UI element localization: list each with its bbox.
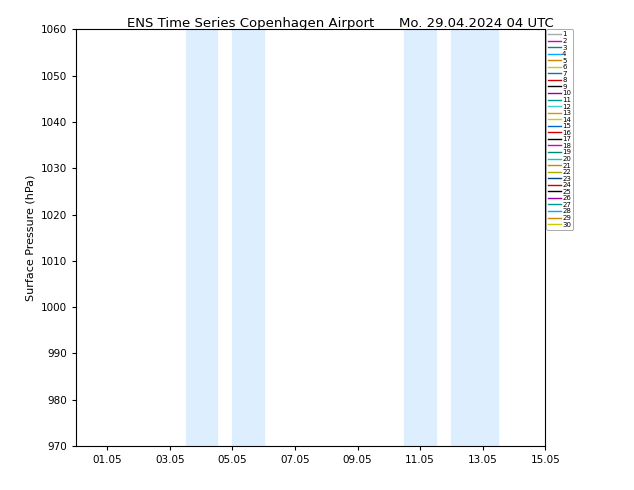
Bar [186, 29, 217, 446]
Bar [233, 29, 264, 446]
Y-axis label: Surface Pressure (hPa): Surface Pressure (hPa) [25, 174, 36, 301]
Text: ENS Time Series Copenhagen Airport: ENS Time Series Copenhagen Airport [127, 17, 374, 30]
Legend: 1, 2, 3, 4, 5, 6, 7, 8, 9, 10, 11, 12, 13, 14, 15, 16, 17, 18, 19, 20, 21, 22, 2: 1, 2, 3, 4, 5, 6, 7, 8, 9, 10, 11, 12, 1… [546, 29, 573, 230]
Bar [451, 29, 498, 446]
Bar [404, 29, 436, 446]
Text: Mo. 29.04.2024 04 UTC: Mo. 29.04.2024 04 UTC [399, 17, 554, 30]
